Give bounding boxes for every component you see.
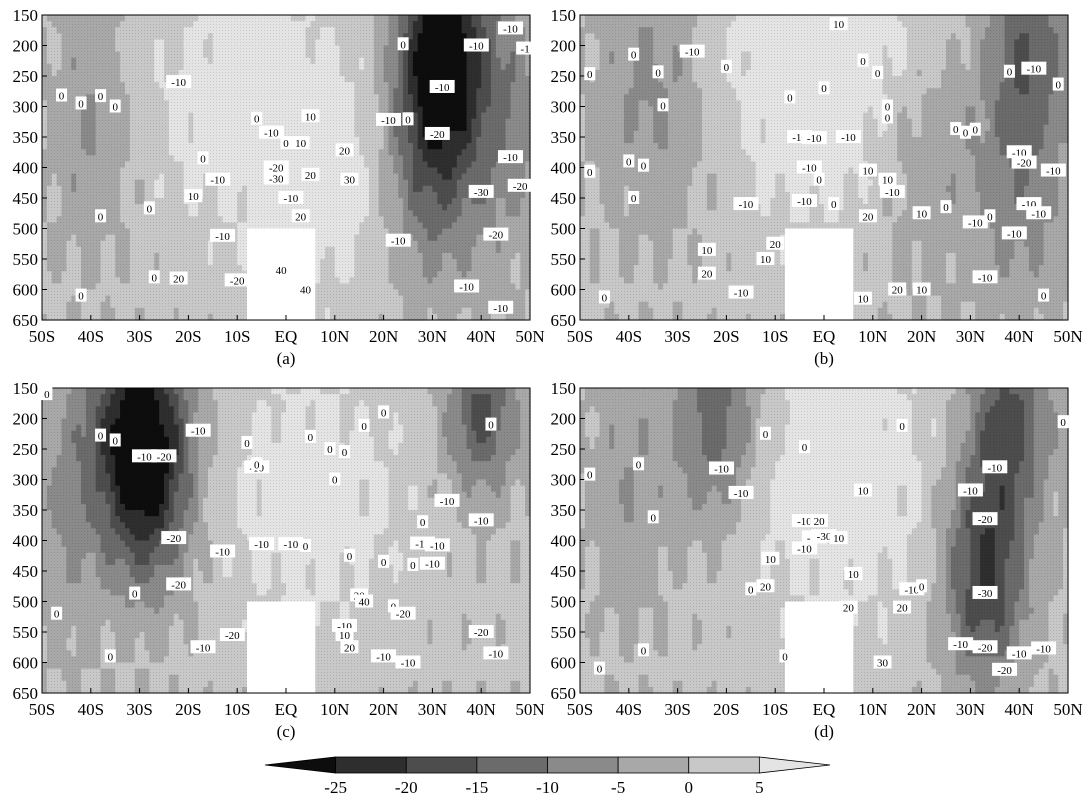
- panel-1: 15020025030035040045050055060065050S 40S 3…: [13, 6, 545, 368]
- panels-layer: 15020025030035040045050055060065050S 40S 3…: [13, 6, 1083, 741]
